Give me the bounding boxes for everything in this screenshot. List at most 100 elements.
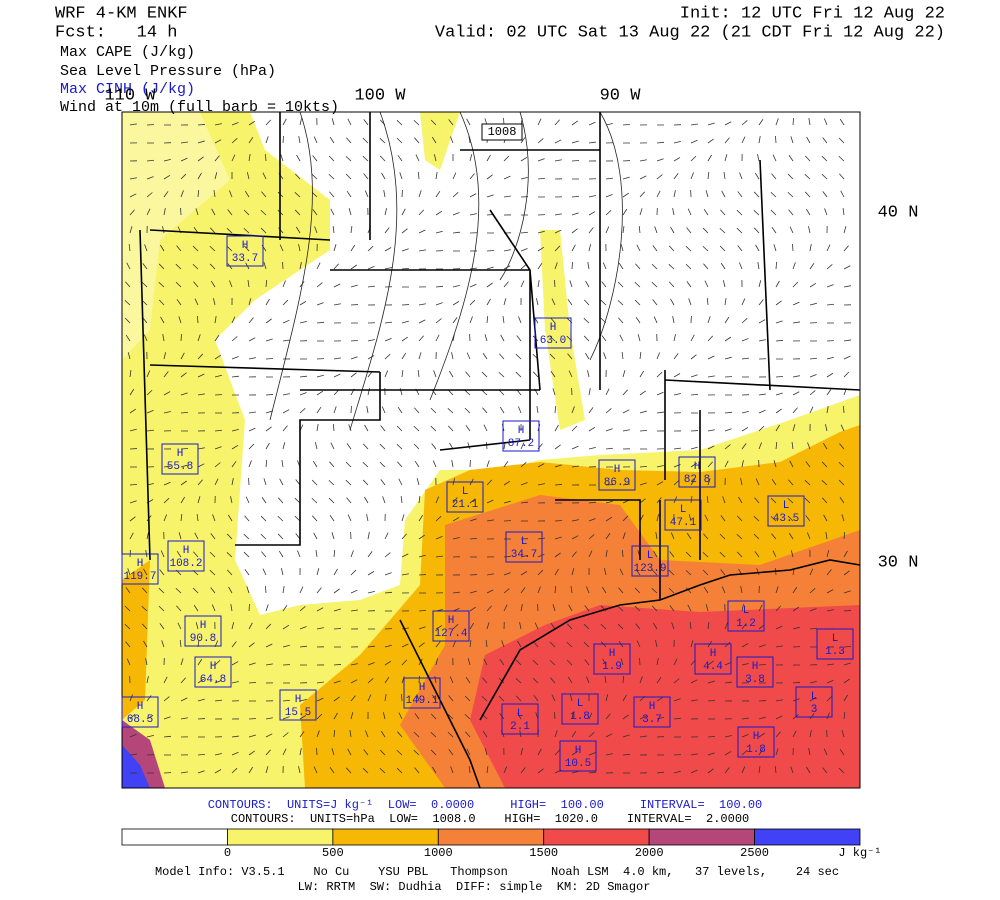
wind-barb — [464, 695, 471, 702]
wind-barb — [724, 428, 732, 432]
wind-barb — [146, 159, 155, 162]
wind-barb — [822, 191, 828, 198]
wind-barb — [243, 209, 250, 216]
wind-barb — [141, 587, 148, 594]
wind-barb — [842, 208, 845, 216]
wind-barb — [312, 515, 318, 522]
wind-barb — [673, 658, 678, 666]
wind-barb — [469, 590, 477, 594]
wind-barb — [228, 586, 233, 594]
wind-barb — [384, 676, 390, 684]
wind-barb — [826, 663, 834, 666]
hl-value: 34.7 — [511, 549, 537, 561]
wind-barb — [787, 497, 794, 504]
wind-barb — [622, 549, 624, 558]
wind-barb — [843, 678, 850, 684]
wind-barb — [550, 371, 556, 378]
wind-barb — [331, 748, 335, 756]
wind-barb — [634, 281, 641, 288]
wind-barb — [707, 355, 715, 360]
wind-barb — [639, 208, 643, 216]
wind-barb — [622, 483, 630, 486]
wind-barb — [418, 303, 426, 306]
wind-barb — [333, 628, 342, 630]
wind-barb — [466, 748, 471, 756]
wind-barb — [775, 625, 783, 630]
hl-letter: H — [609, 648, 616, 660]
wind-barb — [821, 479, 828, 486]
wind-barb — [333, 283, 341, 288]
wind-barb — [299, 320, 307, 324]
wind-barb — [588, 211, 596, 216]
wind-barb — [703, 208, 709, 216]
wind-barb — [214, 139, 222, 144]
wind-barb — [159, 623, 165, 630]
wind-barb — [724, 137, 730, 144]
wind-barb — [638, 225, 641, 234]
wind-barb — [809, 713, 815, 720]
wind-barb — [129, 226, 133, 234]
wind-barb — [792, 391, 800, 396]
wind-barb — [346, 497, 352, 504]
wind-barb — [197, 463, 205, 468]
wind-barb — [363, 173, 369, 180]
wind-barb — [435, 210, 443, 216]
hl-letter: H — [614, 464, 621, 476]
wind-barb — [311, 497, 318, 504]
wind-barb — [775, 441, 778, 450]
hl-box — [161, 443, 199, 475]
wind-barb — [520, 156, 528, 162]
wind-barb — [452, 517, 460, 522]
wind-barb — [668, 281, 675, 288]
wind-barb — [160, 316, 165, 324]
wind-barb — [263, 262, 267, 270]
wind-barb — [741, 766, 746, 774]
wind-barb — [452, 537, 460, 540]
wind-barb — [537, 262, 543, 270]
wind-barb — [314, 442, 318, 450]
wind-barb — [384, 321, 392, 324]
wind-barb — [736, 227, 743, 234]
hl-box — [534, 317, 572, 349]
wind-barb — [263, 478, 267, 486]
wind-barb — [809, 681, 817, 684]
wind-barb — [588, 141, 596, 144]
wind-barb — [537, 586, 541, 594]
hl-box — [816, 628, 854, 660]
wind-barb — [230, 604, 233, 612]
wind-barb — [265, 717, 273, 720]
wind-barb — [673, 698, 681, 702]
wind-barb — [806, 136, 811, 144]
wind-barbs — [124, 117, 852, 774]
wind-barb — [448, 695, 454, 702]
wind-barb — [282, 624, 290, 630]
wind-barb — [503, 249, 511, 252]
wind-barb — [571, 750, 579, 756]
wind-barb — [362, 155, 369, 162]
wind-barb — [214, 155, 220, 162]
wind-barb — [788, 479, 794, 486]
wind-barb — [367, 339, 375, 342]
wind-barb — [770, 191, 777, 198]
wind-barb — [314, 226, 318, 234]
wind-barb — [652, 299, 658, 306]
wind-barb — [316, 262, 321, 270]
wind-barb — [843, 531, 846, 540]
wind-barb — [792, 681, 801, 684]
wind-barb — [588, 195, 596, 198]
wind-barb — [537, 246, 545, 252]
wind-barb — [180, 352, 185, 360]
wind-barb — [282, 409, 290, 414]
wind-barb — [282, 319, 290, 324]
wind-barb — [774, 765, 777, 774]
wind-barb — [248, 154, 251, 162]
wind-barb — [669, 551, 675, 558]
wind-barb — [379, 767, 386, 774]
wind-barb — [180, 496, 186, 504]
wind-barb — [792, 301, 800, 306]
wind-barb — [520, 501, 528, 504]
wind-barb — [248, 443, 255, 450]
wind-barb — [127, 568, 131, 576]
wind-barb — [588, 407, 594, 414]
wind-barb — [686, 532, 692, 540]
